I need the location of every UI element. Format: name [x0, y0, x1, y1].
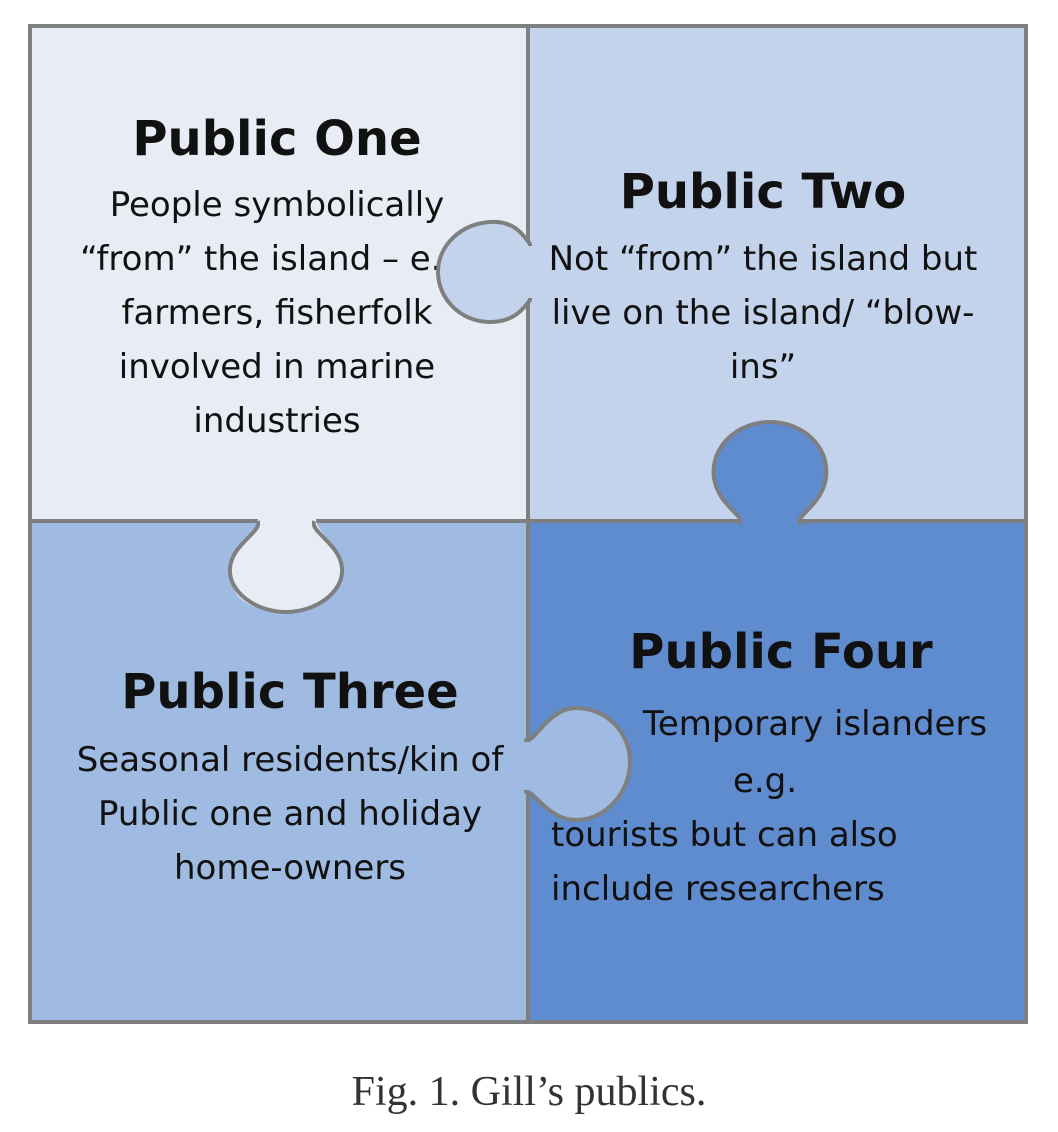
- puzzle-tab-four-up: [711, 420, 829, 525]
- public-four-line-1: Temporary islanders: [642, 704, 987, 744]
- puzzle-tab-four-up-seam: [742, 517, 798, 525]
- public-one-line-2: “from” the island – e.g.: [80, 239, 474, 279]
- puzzle-tab-two-left-seam: [526, 246, 534, 298]
- public-one-line-1: People symbolically: [110, 185, 445, 225]
- public-one-title: Public One: [132, 111, 421, 167]
- public-two-line-3: ins”: [730, 347, 796, 387]
- public-one-line-5: industries: [193, 401, 360, 441]
- puzzle-tab-one-down-outline: [227, 520, 345, 614]
- figure-caption: Fig. 1. Gill’s publics.: [351, 1069, 707, 1115]
- public-three-line-3: home-owners: [174, 848, 406, 888]
- puzzle-tab-one-down-seam: [260, 517, 312, 525]
- public-three-line-2: Public one and holiday: [98, 794, 482, 834]
- public-two-line-1: Not “from” the island but: [549, 239, 978, 279]
- public-three-title: Public Three: [121, 664, 458, 720]
- public-one-line-3: farmers, fisherfolk: [121, 293, 432, 333]
- public-three-line-1: Seasonal residents/kin of: [77, 740, 505, 780]
- puzzle-outer-frame: [28, 24, 1028, 1024]
- public-two-line-2: live on the island/ “blow-: [552, 293, 975, 333]
- public-four-line-2: e.g.: [733, 761, 797, 801]
- public-four-line-3: tourists but can also: [551, 815, 898, 855]
- public-one-line-4: involved in marine: [119, 347, 435, 387]
- public-two-title: Public Two: [620, 164, 907, 220]
- puzzle-diagram: Public One People symbolically “from” th…: [28, 24, 1028, 1024]
- puzzle-tab-three-right-seam: [522, 742, 532, 790]
- public-four-title: Public Four: [629, 624, 933, 680]
- public-four-line-4: include researchers: [551, 869, 885, 909]
- puzzle-tab-two-left: [436, 219, 532, 324]
- puzzle-tab-three-right: [524, 706, 632, 822]
